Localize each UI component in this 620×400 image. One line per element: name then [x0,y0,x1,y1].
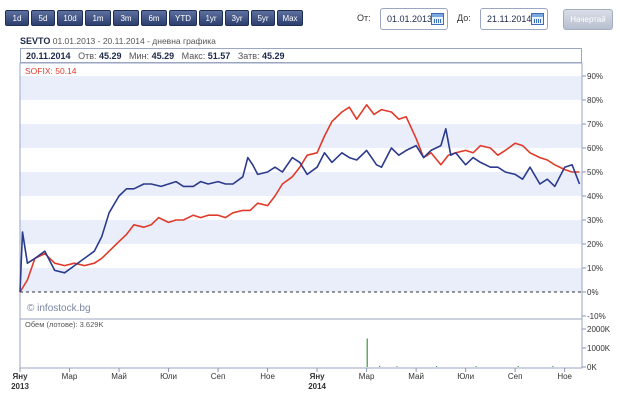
x-tick-label: Мар [359,372,375,381]
y-tick-label: 0% [587,288,599,297]
draw-button[interactable]: Начертай [563,9,613,30]
range-button-5d[interactable]: 5d [31,10,55,26]
x-tick-label: Сеп [508,372,523,381]
x-tick-label: Мар [62,372,78,381]
x-tick-label: Яну [12,372,28,381]
close-label: Затв: [237,50,260,61]
volume-label: Обем (лотове): 3.629K [25,320,103,329]
range-button-1d[interactable]: 1d [5,10,29,26]
to-label: До: [457,13,471,23]
volume-bar [435,366,438,367]
calendar-icon[interactable] [431,13,444,25]
range-button-1yr[interactable]: 1yr [199,10,223,26]
max-value: 51.57 [207,50,231,61]
x-tick-label: Яну [310,372,326,381]
grid-band [20,76,582,100]
volume-bar [366,338,368,367]
x-tick-year: 2013 [11,382,29,391]
calendar-icon[interactable] [531,13,544,25]
stats-bar: 20.11.2014 Отв: 45.29 Мин: 45.29 Макс: 5… [20,48,582,63]
y-tick-label: 40% [587,192,603,201]
watermark: © infostock.bg [27,303,91,314]
to-date-field[interactable]: 21.11.2014 [480,8,548,30]
min-value: 45.29 [151,50,175,61]
volume-y-tick-label: 1000K [587,344,611,353]
y-tick-label: -10% [587,312,606,321]
chart-header: SEVTO 01.01.2013 - 20.11.2014 - дневна г… [20,36,216,46]
volume-bar [396,366,398,367]
y-tick-label: 80% [587,96,603,105]
range-selector: 1d 5d 10d 1m 3m 6m YTD 1yr 3yr 5yr Max [5,10,303,26]
x-tick-label: Юли [160,372,177,381]
period-text: 01.01.2013 - 20.11.2014 - дневна графика [52,36,216,46]
range-button-ytd[interactable]: YTD [169,10,197,26]
volume-bar [475,366,477,367]
from-date-field[interactable]: 01.01.2013 [380,8,448,30]
grid-band [20,268,582,292]
y-tick-label: 20% [587,240,603,249]
volume-bar [378,365,381,367]
x-tick-label: Май [408,372,424,381]
volume-bar [552,366,554,367]
open-value: 45.29 [99,50,122,61]
grid-band [20,172,582,196]
from-label: От: [357,13,371,23]
range-button-1m[interactable]: 1m [85,10,111,26]
stats-date: 20.11.2014 [26,50,71,61]
range-button-6m[interactable]: 6m [141,10,167,26]
volume-y-tick-label: 2000K [587,325,611,334]
range-button-max[interactable]: Max [277,10,303,26]
y-tick-label: 10% [587,264,603,273]
y-tick-label: 70% [587,120,603,129]
y-tick-label: 60% [587,144,603,153]
y-tick-label: 30% [587,216,603,225]
open-label: Отв: [78,50,97,61]
volume-bar [517,365,519,367]
x-tick-label: Юли [457,372,474,381]
y-tick-label: 50% [587,168,603,177]
grid-band [20,220,582,244]
range-button-10d[interactable]: 10d [57,10,83,26]
series-line-sevto [19,128,581,293]
x-tick-label: Ное [260,372,275,381]
range-button-5yr[interactable]: 5yr [251,10,275,26]
range-button-3m[interactable]: 3m [113,10,139,26]
close-value: 45.29 [262,50,285,61]
series-line-sofix [19,104,580,293]
min-label: Мин: [129,50,150,61]
volume-y-tick-label: 0K [587,363,597,372]
symbol: SEVTO [20,36,51,46]
grid-band [20,124,582,148]
from-date-value: 01.01.2013 [387,14,433,24]
x-tick-label: Май [111,372,127,381]
x-tick-label: Ное [557,372,572,381]
y-tick-label: 90% [587,72,603,81]
to-date-value: 21.11.2014 [487,14,532,24]
sofix-legend: SOFIX: 50.14 [25,66,77,76]
max-label: Макс: [181,50,206,61]
x-tick-label: Сеп [211,372,226,381]
range-button-3yr[interactable]: 3yr [225,10,249,26]
x-tick-year: 2014 [308,382,326,391]
